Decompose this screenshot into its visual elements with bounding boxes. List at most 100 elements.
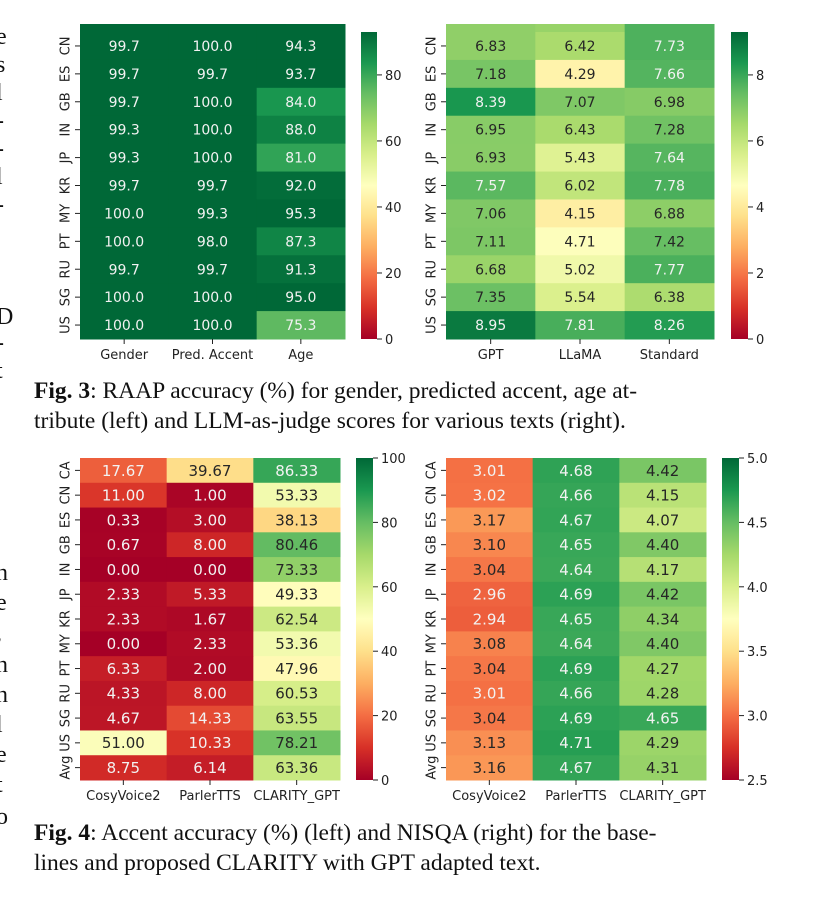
- heatmap-cell: [446, 532, 534, 558]
- cell-value-label: 99.7: [109, 179, 140, 195]
- row-label: KR: [59, 177, 74, 195]
- cell-value-label: 4.69: [559, 709, 592, 727]
- heatmap-cell: [532, 755, 620, 781]
- colorbar-tick-label: 0: [381, 774, 389, 789]
- heatmap-cell: [532, 458, 620, 484]
- heatmap-cell: [80, 171, 169, 200]
- row-label: KR: [425, 177, 440, 195]
- edge-text-fragment: n: [0, 682, 8, 708]
- cell-value-label: 4.42: [646, 586, 679, 604]
- heatmap-cell: [446, 680, 534, 707]
- row-label: US: [59, 316, 74, 334]
- heatmap-cell: [446, 730, 534, 756]
- row-label: ES: [425, 512, 440, 528]
- row-label: PT: [425, 661, 440, 677]
- heatmap-cell: [532, 705, 620, 731]
- heatmap-cell: [624, 32, 715, 61]
- cell-value-label: 100.0: [104, 234, 144, 250]
- row-label: IN: [425, 123, 440, 137]
- cell-value-label: 8.26: [654, 318, 685, 334]
- cell-value-label: 6.68: [475, 262, 506, 278]
- heatmap-cell: [446, 705, 534, 731]
- cell-value-label: 7.57: [475, 179, 506, 195]
- cell-value-label: 5.02: [564, 262, 595, 278]
- cell-value-label: 75.3: [285, 318, 316, 334]
- heatmap-cell: [256, 227, 346, 256]
- heatmap-cell: [253, 755, 341, 781]
- heatmap-cell: [624, 115, 715, 145]
- edge-text-fragment: o: [0, 804, 8, 830]
- cell-value-label: 1.00: [193, 487, 226, 505]
- cell-value-label: 7.42: [654, 234, 685, 250]
- colorbar-tick-label: 8: [756, 69, 764, 84]
- row-label: ES: [425, 66, 440, 82]
- cell-value-label: 100.0: [192, 318, 232, 334]
- heatmap-cell: [166, 680, 254, 707]
- heatmap-cell: [532, 532, 620, 558]
- cell-value-label: 7.77: [654, 262, 685, 278]
- cell-value-label: 4.67: [559, 759, 592, 777]
- row-label: Avg: [425, 756, 440, 780]
- cell-value-label: 98.0: [197, 234, 228, 250]
- cell-value-label: 7.06: [475, 206, 506, 222]
- cell-value-label: 99.7: [197, 179, 228, 195]
- colorbar-tick-label: 3.0: [747, 710, 768, 725]
- cell-value-label: 6.98: [654, 95, 685, 111]
- cell-value-label: 99.3: [197, 206, 228, 222]
- heatmap-cell: [624, 311, 715, 340]
- cell-value-label: 4.67: [559, 511, 592, 529]
- colorbar-tick-label: 40: [381, 645, 398, 660]
- row-label: IN: [59, 123, 74, 137]
- cell-value-label: 51.00: [102, 734, 145, 752]
- row-label: CA: [59, 461, 74, 479]
- cell-value-label: 4.71: [564, 234, 595, 250]
- heatmap-cell: [166, 507, 254, 533]
- heatmap-cell: [446, 755, 534, 781]
- heatmap-cell-clipped: [80, 24, 169, 32]
- heatmap-cell-clipped: [168, 24, 258, 32]
- column-label: GPT: [478, 348, 504, 363]
- cell-value-label: 2.33: [107, 586, 140, 604]
- row-label: RU: [59, 260, 74, 279]
- caption-fig3-text: : RAAP accuracy (%) for gender, predicte…: [90, 378, 638, 404]
- cell-value-label: 92.0: [285, 179, 316, 195]
- heatmap-cell: [253, 705, 341, 731]
- colorbar-tick-label: 20: [385, 267, 402, 282]
- row-label: KR: [59, 610, 74, 628]
- colorbar-tick-label: 100: [381, 452, 406, 467]
- heatmap-cell: [619, 458, 707, 484]
- cell-value-label: 4.64: [559, 561, 592, 579]
- cell-value-label: 1.67: [193, 610, 226, 628]
- cell-value-label: 3.13: [473, 734, 506, 752]
- colorbar-tick-label: 0: [385, 333, 393, 348]
- colorbar-tick-label: 3.5: [747, 645, 768, 660]
- row-label: GB: [425, 535, 440, 554]
- cell-value-label: 6.83: [475, 39, 506, 55]
- cell-value-label: 5.33: [193, 586, 226, 604]
- cell-value-label: 2.33: [107, 610, 140, 628]
- heatmap-cell: [256, 143, 346, 173]
- heatmap-cell-clipped: [624, 24, 715, 32]
- heatmap-cell: [532, 581, 620, 608]
- edge-text-fragment: e: [0, 742, 7, 768]
- cell-value-label: 0.00: [193, 561, 226, 579]
- edge-text-fragment: e: [0, 24, 7, 50]
- caption-fig4-text: : Accent accuracy (%) (left) and NISQA (…: [90, 820, 657, 846]
- heatmap-cell: [619, 755, 707, 781]
- cell-value-label: 95.0: [285, 290, 316, 306]
- cell-value-label: 6.33: [107, 660, 140, 678]
- heatmap-cell: [446, 115, 536, 145]
- cell-value-label: 7.07: [564, 95, 595, 111]
- cell-value-label: 100.0: [104, 206, 144, 222]
- heatmap-cell: [253, 458, 341, 484]
- heatmap-cell: [446, 557, 534, 583]
- cell-value-label: 3.08: [473, 635, 506, 653]
- cell-value-label: 4.42: [646, 462, 679, 480]
- heatmap-cell: [256, 32, 346, 61]
- cell-value-label: 4.15: [564, 206, 595, 222]
- heatmap-cell: [532, 656, 620, 682]
- edge-text-fragment: l: [0, 164, 3, 191]
- colorbar-tick-label: 6: [756, 135, 764, 150]
- heatmap-cell: [256, 255, 346, 284]
- heatmap-cell: [535, 115, 626, 145]
